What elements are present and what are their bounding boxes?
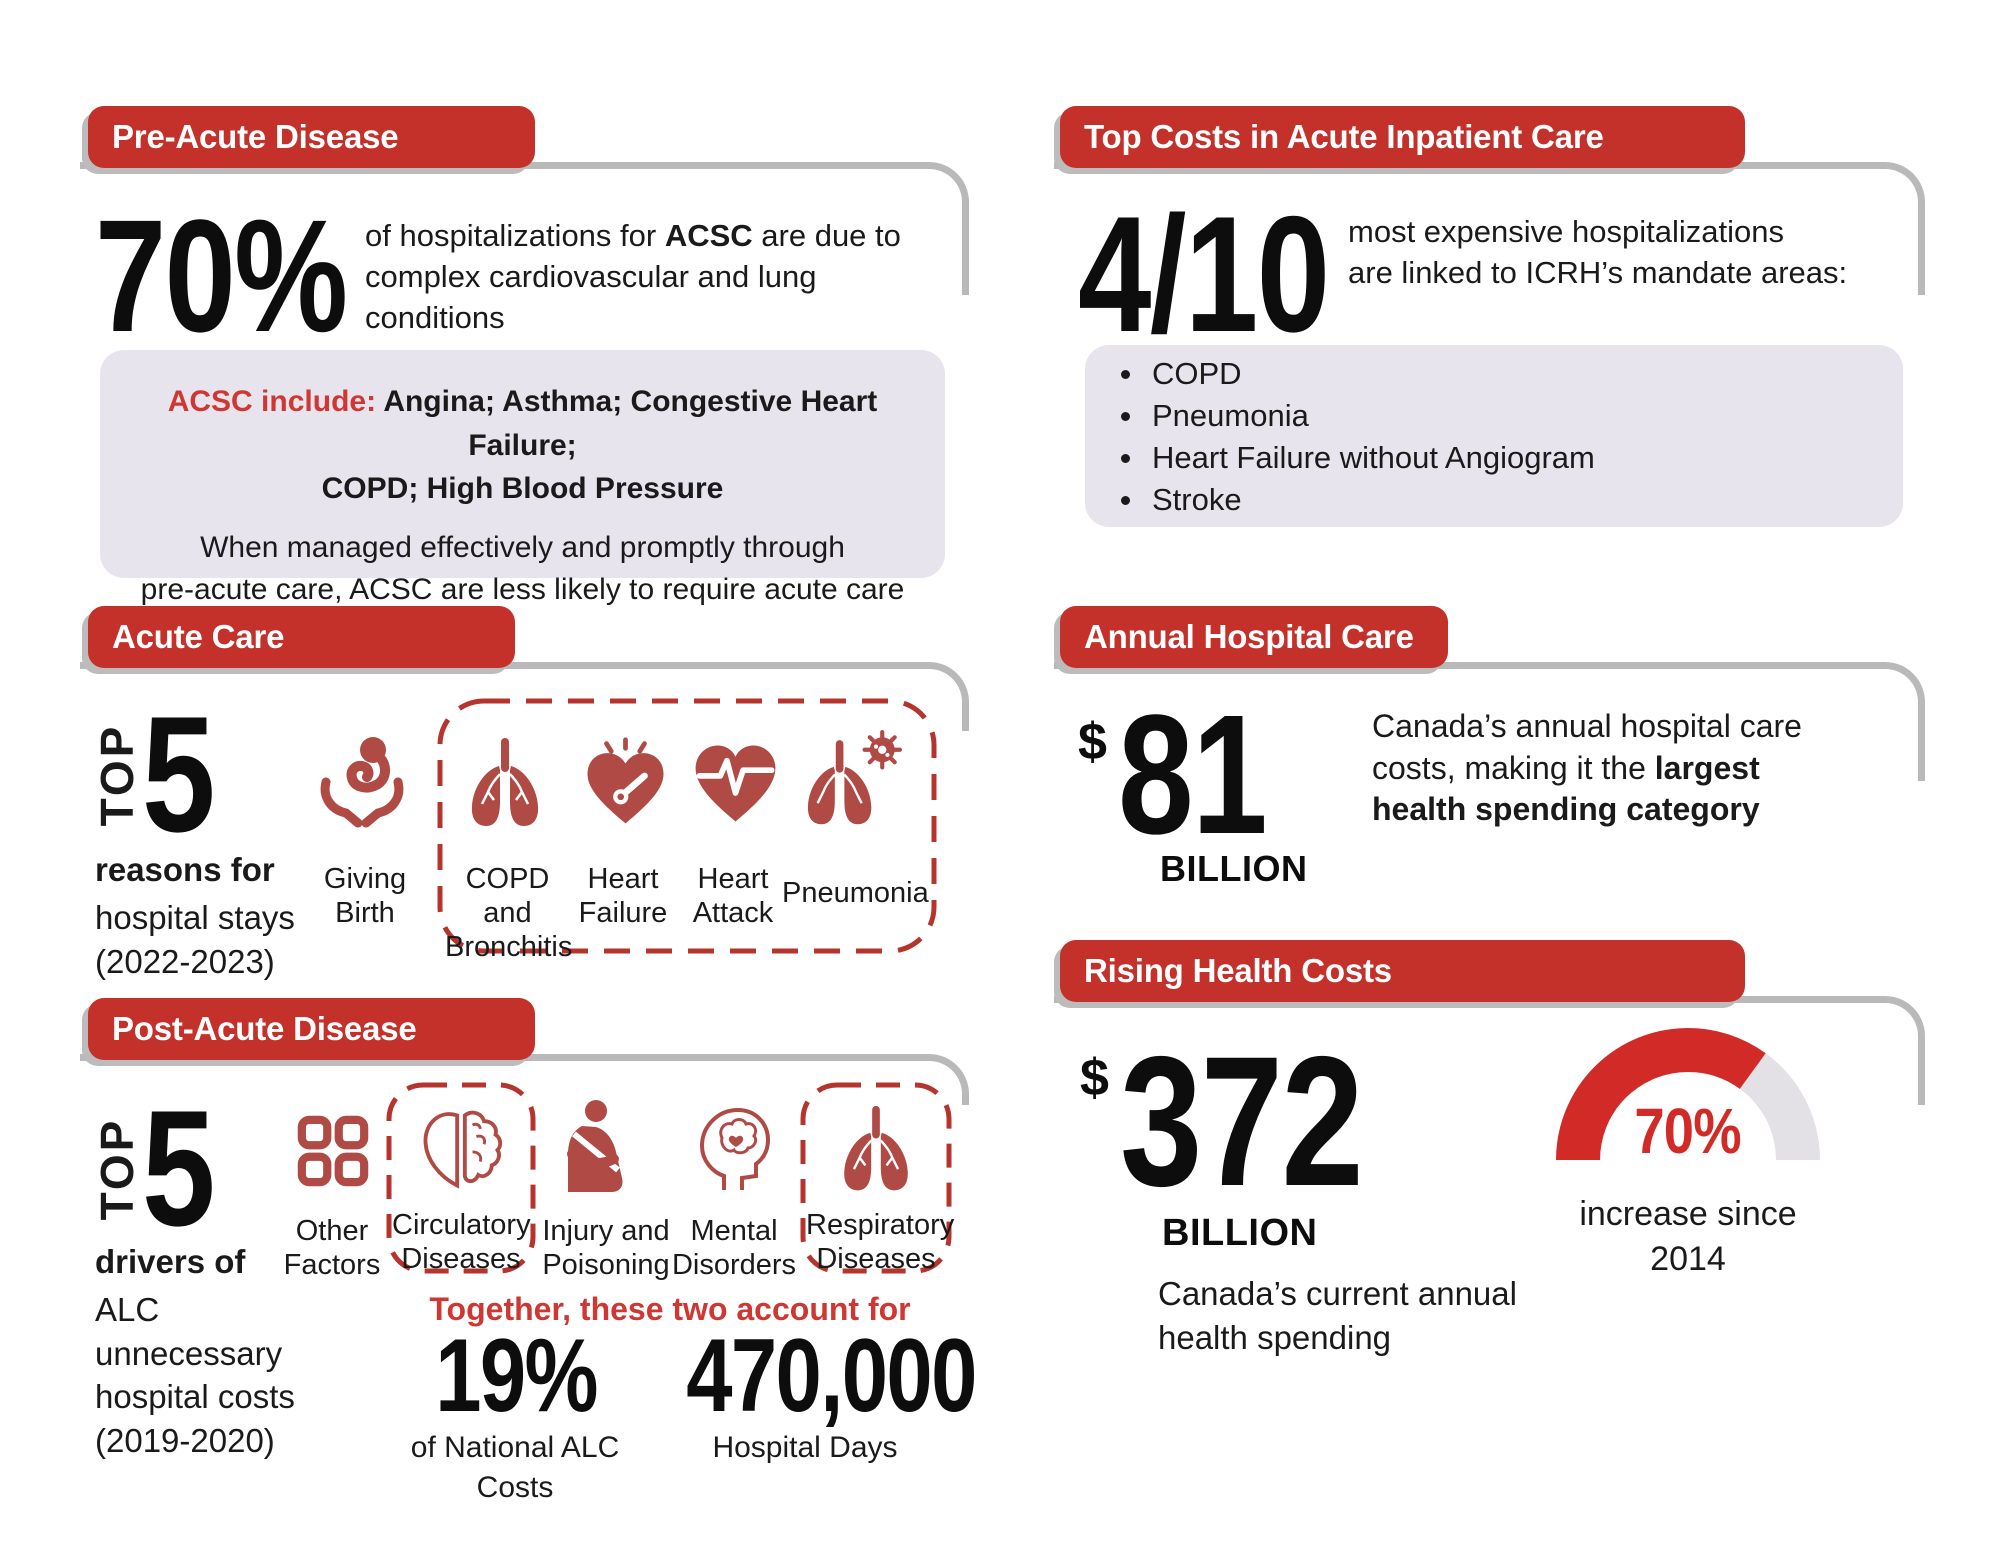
section-header-top-costs: Top Costs in Acute Inpatient Care (1060, 106, 1745, 168)
section-header-label: Rising Health Costs (1084, 952, 1392, 989)
acute-item-label: Pneumonia (782, 877, 929, 909)
section-header-pre-acute: Pre-Acute Disease (88, 106, 535, 168)
bullet-item: Heart Failure without Angiogram (1085, 437, 1903, 479)
acsc-body-text: When managed effectively and promptly th… (140, 530, 905, 606)
heart-ecg-icon (688, 736, 783, 831)
post-item-label: Respiratory Diseases (806, 1209, 955, 1276)
section-header-label: Annual Hospital Care Costs (1084, 618, 1414, 717)
increase-gauge (1556, 1028, 1820, 1161)
acsc-include-lead: ACSC include: (167, 385, 377, 418)
desc-bold-text: ACSC (664, 218, 753, 253)
gauge-red-arc (1556, 1028, 1820, 1161)
acute-item-label: Heart Failure (578, 863, 668, 930)
acute-top-number: 5 (142, 682, 215, 866)
acute-item-label: Heart Attack (692, 863, 774, 930)
desc-text: complex cardiovascular and lung conditio… (365, 258, 817, 335)
gauge-label: increase since 2014 (1579, 1195, 1797, 1278)
injury-person-sling-icon (556, 1098, 656, 1198)
section-corner-line (1054, 662, 1925, 781)
desc-text: of hospitalizations for (365, 218, 665, 253)
bullet-item: Pneumonia (1085, 395, 1903, 437)
alc-cost-percent-label: of National ALC Costs (410, 1431, 620, 1504)
post-acute-sub-bold: drivers of (95, 1243, 246, 1280)
mandate-areas-panel: COPD Pneumonia Heart Failure without Ang… (1085, 345, 1903, 527)
hospital-days-label: Hospital Days (712, 1431, 898, 1464)
acute-item-label: Giving Birth (323, 863, 407, 930)
section-header-label: Top Costs in Acute Inpatient Care (1084, 118, 1604, 155)
section-header-acute-care: Acute Care (88, 606, 515, 668)
bullet-item: Stroke (1085, 479, 1903, 521)
lungs-icon (455, 734, 555, 834)
rising-currency-sign: $ (1080, 1049, 1109, 1107)
section-header-label: Post-Acute Disease (112, 1010, 417, 1047)
acsc-list-line1: Angina; Asthma; Congestive Heart Failure… (383, 385, 878, 462)
bullet-dot (1121, 495, 1130, 505)
section-header-annual-costs: Annual Hospital Care Costs (1060, 606, 1448, 717)
annual-unit: BILLION (1160, 848, 1308, 889)
rising-unit: BILLION (1162, 1212, 1318, 1254)
post-acute-top-word: TOP (91, 1117, 143, 1221)
acute-top-word: TOP (91, 723, 143, 827)
post-item-label: Circulatory Diseases (392, 1209, 531, 1276)
section-header-post-acute: Post-Acute Disease (88, 998, 535, 1060)
acute-item-label: COPD and Bronchitis (445, 863, 573, 964)
desc-text: are due to (752, 218, 901, 253)
section-header-rising-costs: Rising Health Costs (1060, 940, 1745, 1002)
acute-dashed-group-box (437, 698, 937, 954)
rising-stat: 372 (1120, 1019, 1364, 1225)
post-item-label: Mental Disorders (671, 1215, 797, 1282)
alc-cost-percent-stat: 19% (435, 1318, 598, 1434)
circulatory-heart-brain-icon (413, 1102, 509, 1198)
bullet-dot (1121, 453, 1130, 463)
respiratory-dashed-box (800, 1082, 952, 1274)
section-header-label: Pre-Acute Disease (112, 118, 399, 155)
heart-gauge-icon (578, 736, 673, 831)
pneumonia-lungs-virus-icon (798, 730, 902, 834)
post-item-label: Other Factors (283, 1215, 381, 1282)
top-costs-stat: 4/10 (1078, 182, 1330, 366)
acsc-info-panel: ACSC include: Angina; Asthma; Congestive… (100, 350, 945, 606)
acute-sub-bold: reasons for (95, 851, 275, 888)
giving-birth-icon (312, 730, 412, 830)
pre-acute-description: of hospitalizations for ACSC are due to … (365, 216, 955, 339)
top-costs-description: most expensive hospitalizations are link… (1348, 214, 1848, 290)
mental-head-brain-icon (684, 1098, 784, 1198)
bullet-dot (1121, 369, 1130, 379)
pre-acute-stat: 70% (95, 186, 348, 365)
respiratory-lungs-icon (828, 1102, 924, 1198)
bullet-item: COPD (1085, 353, 1903, 395)
together-account-text: Together, these two account for (429, 1291, 911, 1327)
post-acute-sub-plain: ALC unnecessary hospital costs (2019-202… (95, 1291, 295, 1459)
acsc-include-text: ACSC include: Angina; Asthma; Congestive… (114, 380, 931, 511)
annual-description: Canada’s annual hospital care costs, mak… (1372, 708, 1802, 828)
gauge-value: 70% (1634, 1095, 1742, 1167)
other-factors-icon (292, 1110, 374, 1192)
bullet-dot (1121, 411, 1130, 421)
rising-description: Canada’s current annual health spending (1158, 1275, 1517, 1356)
post-acute-top-number: 5 (142, 1076, 215, 1260)
circulatory-dashed-box (386, 1082, 536, 1274)
acute-sub-plain: hospital stays (2022-2023) (95, 899, 295, 980)
post-item-label: Injury and Poisoning (542, 1215, 670, 1282)
acsc-list-line2: COPD; High Blood Pressure (321, 472, 724, 505)
section-header-label: Acute Care (112, 618, 285, 655)
annual-currency-sign: $ (1078, 713, 1107, 771)
hospital-days-stat: 470,000 (686, 1318, 977, 1434)
section-corner-line (80, 662, 969, 731)
annual-stat: 81 (1118, 680, 1268, 870)
